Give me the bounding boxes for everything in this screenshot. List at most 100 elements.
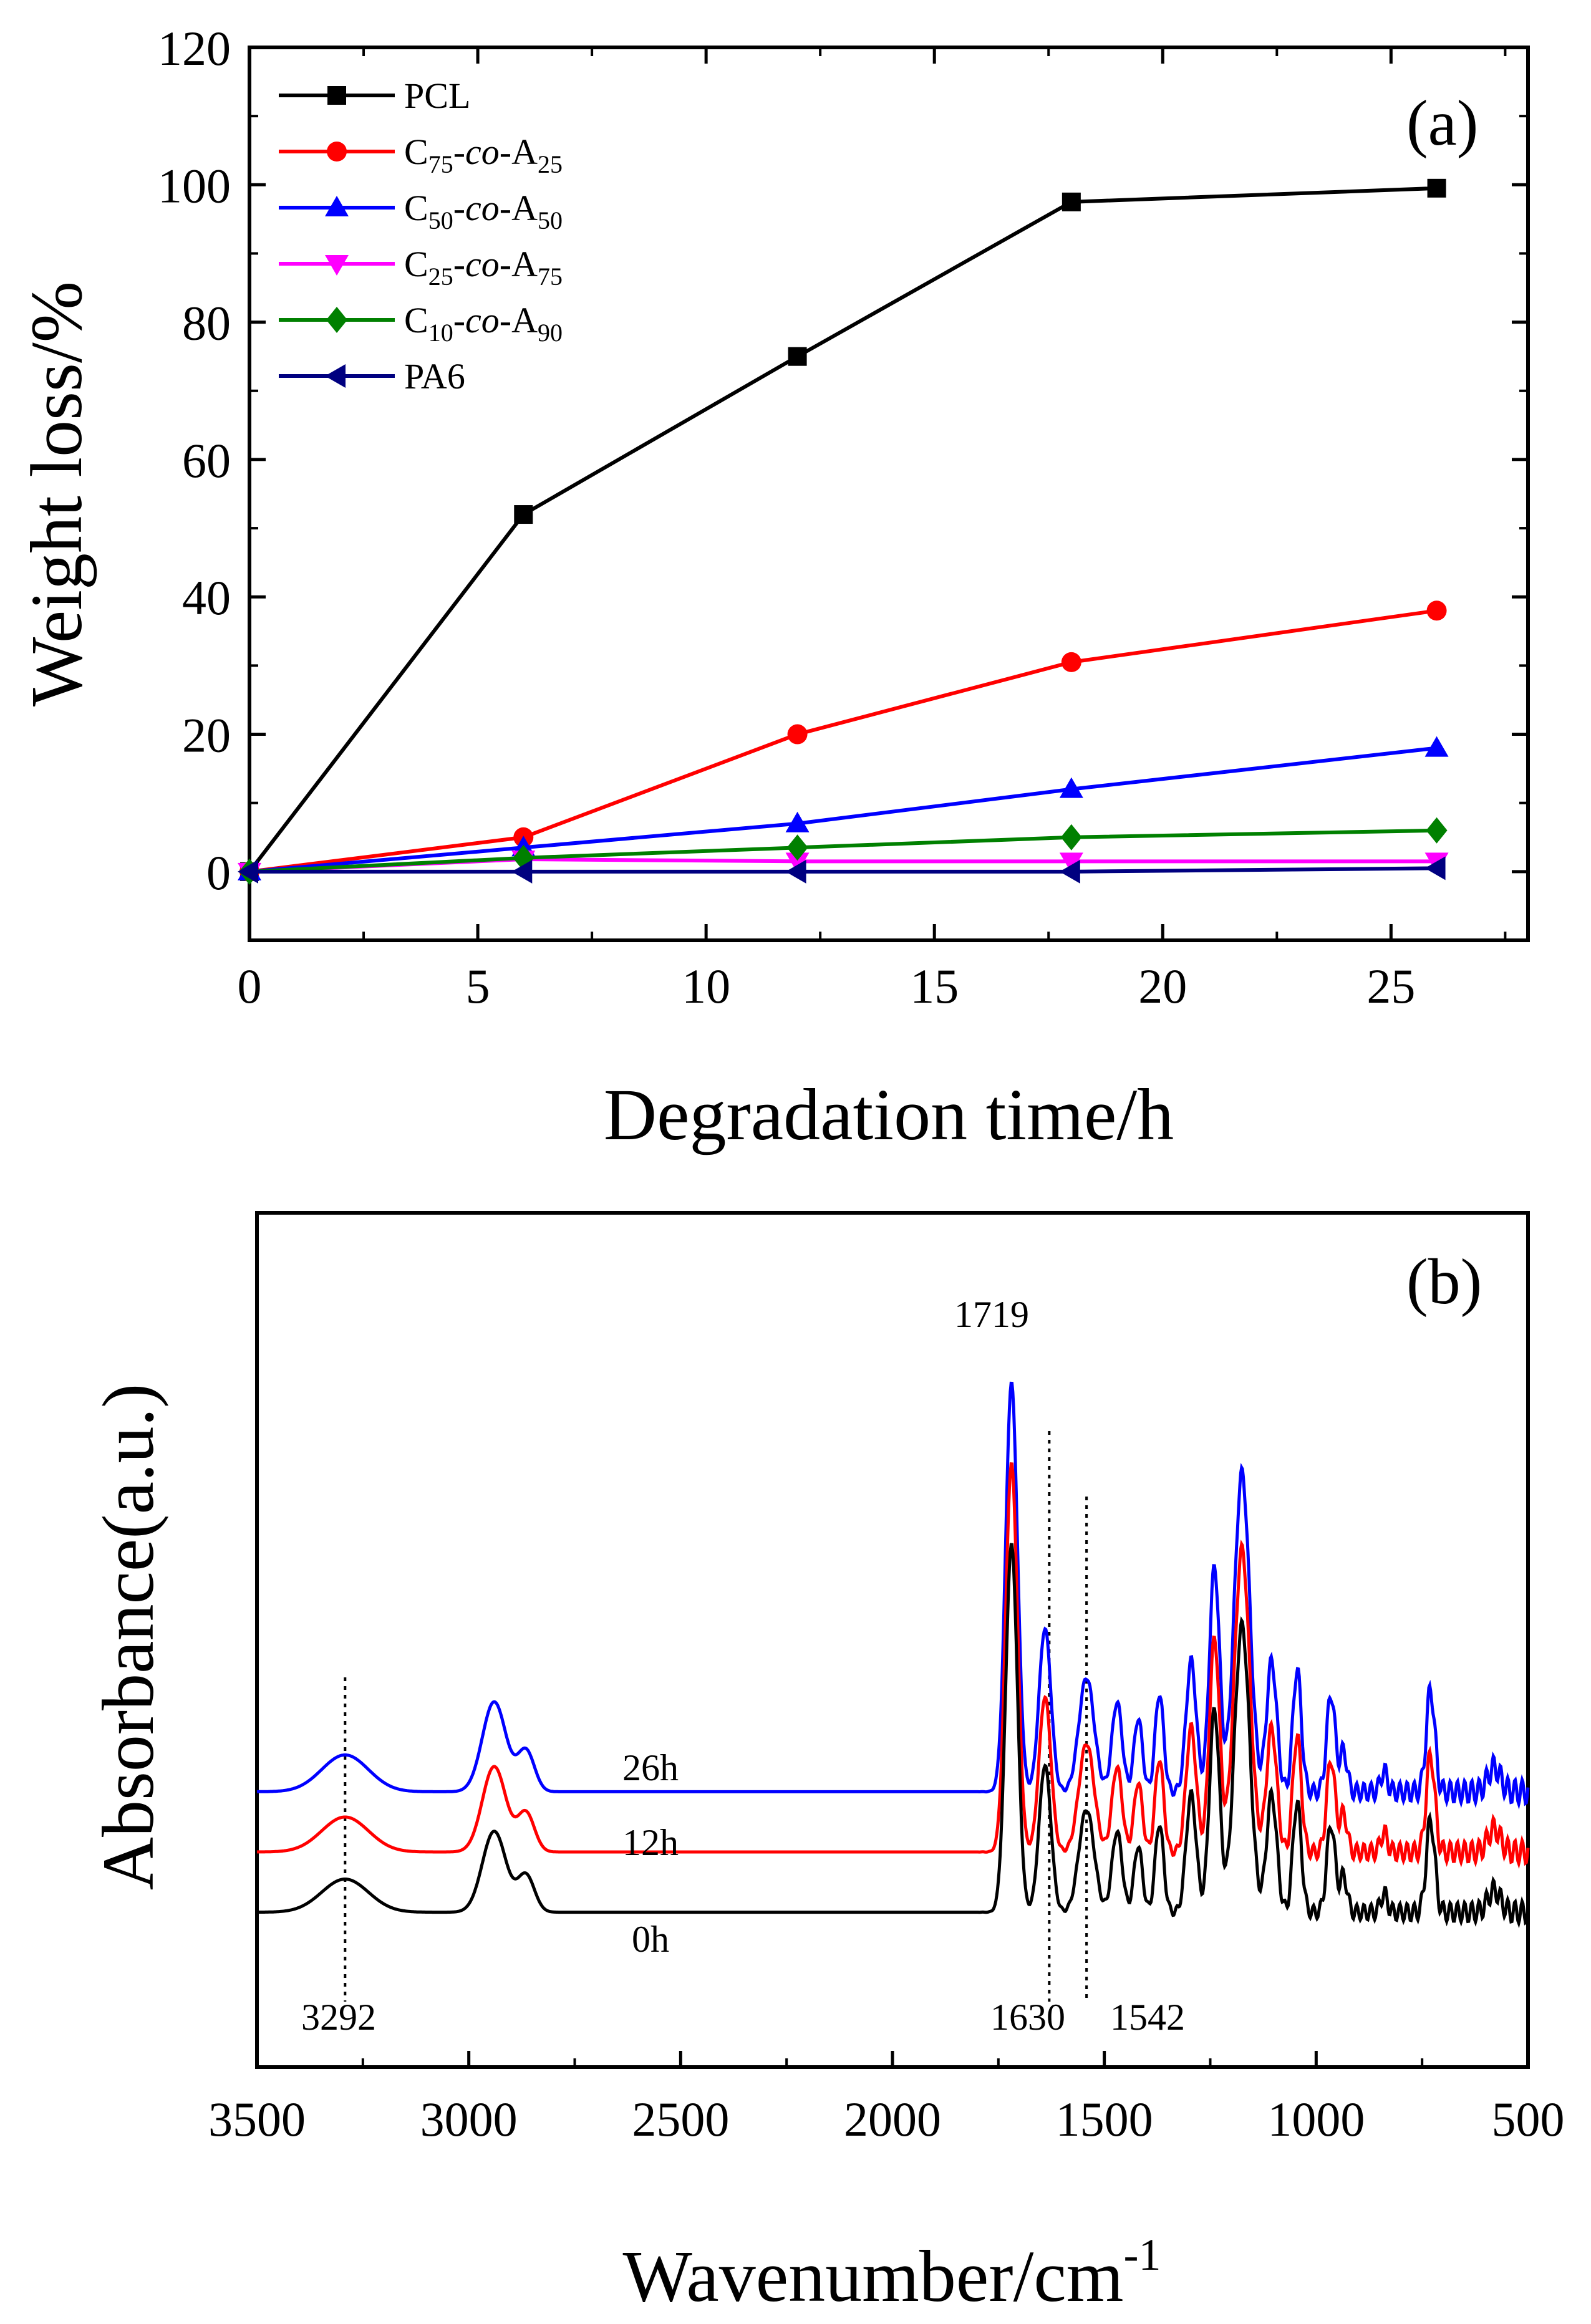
peak-label: 1542 xyxy=(1110,1997,1185,2038)
legend-marker xyxy=(326,307,347,333)
y-tick-label: 0 xyxy=(206,846,231,900)
panel-a-legend: PCLC75-co-A25C50-co-A50C25-co-A75C10-co-… xyxy=(279,75,563,397)
legend-label-italic: co xyxy=(465,300,500,340)
spectrum-line xyxy=(256,1381,1530,1810)
data-point xyxy=(1426,817,1448,844)
legend-label-subscript: 10 xyxy=(428,319,453,347)
series-line xyxy=(249,866,1437,874)
legend-label-subscript: 25 xyxy=(538,150,563,178)
x-tick-label: 1000 xyxy=(1267,2092,1365,2146)
legend-marker xyxy=(325,196,349,216)
legend-label-base: PCL xyxy=(404,75,470,116)
curve-label: 0h xyxy=(632,1919,669,1960)
data-point xyxy=(238,859,258,884)
data-point xyxy=(787,724,808,745)
legend-label-text: -A xyxy=(500,132,538,172)
panel-b-frame xyxy=(255,1211,1530,2069)
peak-label: 1719 xyxy=(954,1294,1029,1335)
panel-a-series xyxy=(238,178,1449,885)
x-tick-label: 20 xyxy=(1138,959,1187,1013)
x-tick-label: 0 xyxy=(238,959,262,1013)
legend-label-subscript: 75 xyxy=(538,263,563,291)
data-point xyxy=(511,859,533,884)
data-point xyxy=(786,834,808,861)
panel-a-y-ticks: 0 20 40 60 80 100 120 xyxy=(158,21,1528,942)
y-tick-label: 100 xyxy=(158,158,231,213)
legend-label-base: C xyxy=(404,132,428,172)
legend-label: C10-co-A90 xyxy=(404,300,563,347)
legend-label-base: PA6 xyxy=(404,356,465,397)
y-tick-label: 80 xyxy=(182,296,231,350)
x-tick-label: 10 xyxy=(682,959,730,1013)
panel-b-x-ticks: 3500 3000 2500 2000 1500 1000 500 xyxy=(208,2051,1565,2146)
legend-label-subscript: 75 xyxy=(428,150,453,178)
panel-b-label: (b) xyxy=(1406,1246,1482,1318)
legend-label-text: -A xyxy=(500,300,538,340)
data-point xyxy=(785,852,810,874)
y-tick-label: 40 xyxy=(182,571,231,625)
data-point xyxy=(1424,856,1446,880)
panel-a-x-ticks: 0 5 10 15 20 25 xyxy=(238,47,1507,1013)
x-tick-label: 500 xyxy=(1492,2092,1565,2146)
panel-b-x-axis-label-superscript: -1 xyxy=(1124,2230,1161,2280)
panel-b-series xyxy=(256,1381,1530,1929)
data-point xyxy=(1061,192,1081,211)
legend-marker xyxy=(327,142,347,162)
legend-label: PA6 xyxy=(404,356,465,397)
legend-marker xyxy=(325,364,346,388)
data-point xyxy=(1059,777,1083,798)
x-tick-label: 25 xyxy=(1366,959,1415,1013)
data-point xyxy=(1059,859,1080,884)
curve-label: 12h xyxy=(622,1822,679,1863)
legend-label: C25-co-A75 xyxy=(404,244,563,291)
panel-a-y-axis-label: Weight loss/% xyxy=(16,281,97,706)
data-point xyxy=(1427,178,1446,198)
x-tick-label: 1500 xyxy=(1056,2092,1153,2146)
data-point xyxy=(785,811,810,832)
legend-label-text: - xyxy=(453,188,465,228)
legend-label-text: - xyxy=(453,244,465,284)
data-point xyxy=(1061,652,1081,672)
legend-label: C75-co-A25 xyxy=(404,132,563,178)
legend-label-subscript: 25 xyxy=(428,263,453,291)
legend-label-italic: co xyxy=(465,132,500,172)
x-tick-label: 3500 xyxy=(208,2092,306,2146)
legend-marker xyxy=(325,255,349,276)
legend-label-text: - xyxy=(453,300,465,340)
data-point xyxy=(1060,824,1082,851)
panel-a-x-axis-label: Degradation time/h xyxy=(604,1074,1174,1155)
legend-label-text: - xyxy=(453,132,465,172)
legend-label-italic: co xyxy=(465,244,500,284)
legend-label-subscript: 50 xyxy=(428,206,453,234)
legend-label-base: C xyxy=(404,300,428,340)
panel-b-reference-lines xyxy=(344,1431,1088,2002)
legend-label-italic: co xyxy=(465,188,500,228)
panel-b-x-axis-label-base: Wavenumber/cm xyxy=(622,2235,1123,2317)
data-point xyxy=(788,347,807,366)
legend-label-base: C xyxy=(404,188,428,228)
peak-label: 3292 xyxy=(301,1997,376,2038)
data-point xyxy=(785,859,806,884)
legend-label: PCL xyxy=(404,75,470,116)
y-tick-label: 120 xyxy=(158,21,231,75)
legend-marker xyxy=(327,86,346,105)
data-point xyxy=(514,505,533,524)
panel-b-annotations: 1719 3292 1630 1542 26h 12h 0h xyxy=(301,1294,1185,2038)
series-line xyxy=(249,746,1437,874)
panel-b-x-axis-label: Wavenumber/cm-1 xyxy=(622,2230,1161,2317)
panel-b-y-axis-label: Absorbance(a.u.) xyxy=(87,1384,169,1891)
data-point xyxy=(1424,736,1449,757)
spectrum-line xyxy=(257,1543,1530,1929)
x-tick-label: 5 xyxy=(466,959,490,1013)
legend-label-text: -A xyxy=(500,188,538,228)
x-tick-label: 3000 xyxy=(420,2092,518,2146)
curve-label: 26h xyxy=(622,1747,679,1788)
x-tick-label: 2000 xyxy=(844,2092,941,2146)
legend-label-base: C xyxy=(404,244,428,284)
legend-label: C50-co-A50 xyxy=(404,188,563,234)
data-point xyxy=(1426,600,1447,621)
x-tick-label: 2500 xyxy=(632,2092,729,2146)
x-tick-label: 15 xyxy=(910,959,959,1013)
